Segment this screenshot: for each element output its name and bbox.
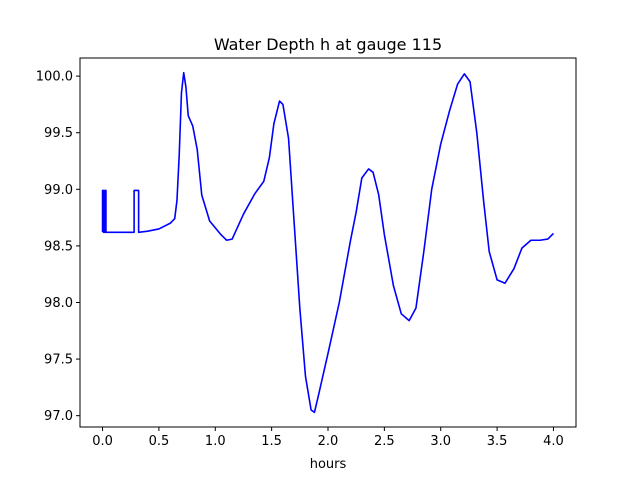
y-tick-label: 97.5 — [44, 353, 73, 368]
x-tick-label: 0.5 — [149, 434, 170, 449]
y-tick-label: 99.0 — [44, 183, 73, 198]
series-line-0 — [101, 71, 555, 414]
y-tick-label: 97.0 — [44, 409, 73, 424]
chart-title: Water Depth h at gauge 115 — [214, 35, 442, 54]
y-tick-label: 98.0 — [44, 296, 73, 311]
x-tick-label: 0.0 — [92, 434, 113, 449]
y-tick-label: 100.0 — [36, 70, 73, 85]
x-tick-label: 4.0 — [543, 434, 564, 449]
x-axis: 0.0 0.5 1.0 1.5 2.0 2.5 3.0 3.5 4.0 — [92, 427, 564, 449]
x-tick-label: 2.0 — [318, 434, 339, 449]
x-tick-label: 1.0 — [205, 434, 226, 449]
y-axis: 97.0 97.5 98.0 98.5 99.0 99.5 100.0 — [36, 70, 80, 424]
x-axis-label: hours — [310, 457, 347, 472]
x-tick-label: 2.5 — [374, 434, 395, 449]
x-tick-label: 1.5 — [261, 434, 282, 449]
x-tick-label: 3.0 — [430, 434, 451, 449]
y-tick-label: 98.5 — [44, 239, 73, 254]
x-tick-label: 3.5 — [487, 434, 508, 449]
y-tick-label: 99.5 — [44, 126, 73, 141]
